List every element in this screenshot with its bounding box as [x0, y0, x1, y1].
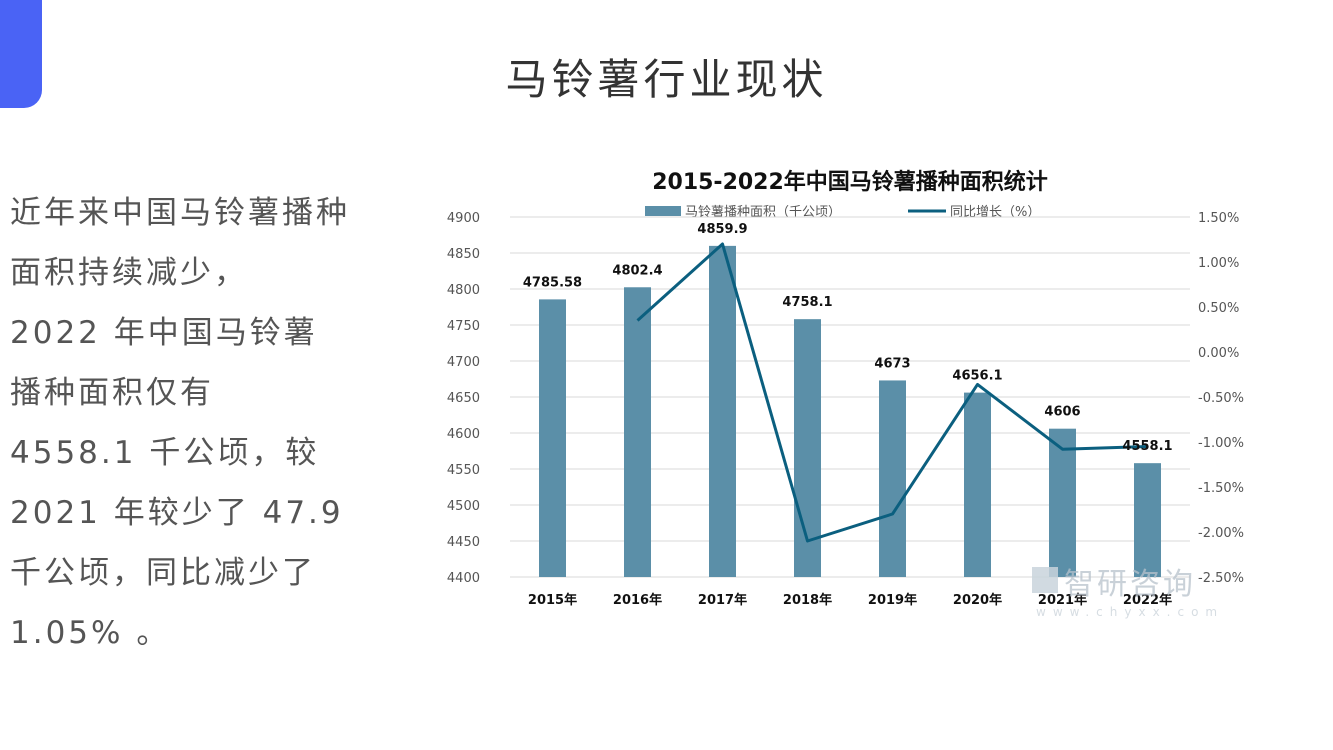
- y-right-tick-label: -1.00%: [1198, 436, 1244, 451]
- x-tick-label: 2019年: [868, 592, 917, 608]
- bar: [879, 380, 906, 577]
- summary-text: 近年来中国马铃薯播种面积持续减少， 2022 年中国马铃薯播种面积仅有 4558…: [10, 195, 350, 651]
- y-left-tick-label: 4450: [447, 535, 480, 550]
- x-tick-label: 2022年: [1123, 592, 1172, 608]
- y-left-tick-label: 4500: [447, 499, 480, 514]
- chart-container: 2015-2022年中国马铃薯播种面积统计 马铃薯播种面积（千公顷） 同比增长（…: [440, 160, 1260, 620]
- y-left-tick-label: 4650: [447, 391, 480, 406]
- watermark-logo-icon: [1032, 567, 1058, 593]
- y-right-tick-label: -2.50%: [1198, 571, 1244, 586]
- y-right-tick-label: 1.00%: [1198, 256, 1239, 271]
- watermark: 智研咨询 www.chyxx.com: [1032, 567, 1224, 619]
- bar-data-label: 4802.4: [612, 263, 662, 278]
- y-right-tick-label: 0.00%: [1198, 346, 1239, 361]
- x-tick-label: 2018年: [783, 592, 832, 608]
- bar: [964, 392, 991, 577]
- y-right-tick-label: -1.50%: [1198, 481, 1244, 496]
- bar-data-label: 4656.1: [952, 369, 1002, 384]
- bar: [624, 287, 651, 577]
- watermark-brand: 智研咨询: [1064, 567, 1196, 602]
- x-tick-label: 2021年: [1038, 592, 1087, 608]
- bar-data-label: 4785.58: [523, 275, 582, 290]
- x-tick-label: 2017年: [698, 592, 747, 608]
- growth-line: [636, 242, 1148, 543]
- y-right-tick-label: -0.50%: [1198, 391, 1244, 406]
- bar: [539, 299, 566, 577]
- y-left-tick-label: 4400: [447, 571, 480, 586]
- y-left-tick-label: 4850: [447, 247, 480, 262]
- chart-svg: 2015-2022年中国马铃薯播种面积统计 马铃薯播种面积（千公顷） 同比增长（…: [447, 169, 1244, 619]
- y-left-tick-label: 4750: [447, 319, 480, 334]
- chart-title: 2015-2022年中国马铃薯播种面积统计: [652, 169, 1048, 195]
- bar: [709, 245, 736, 577]
- y-left-tick-label: 4600: [447, 427, 480, 442]
- legend: 马铃薯播种面积（千公顷） 同比增长（%）: [645, 205, 1040, 220]
- x-tick-label: 2016年: [613, 592, 662, 608]
- bar-data-label: 4606: [1044, 405, 1080, 420]
- y-left-tick-label: 4800: [447, 283, 480, 298]
- y-right-tick-label: 1.50%: [1198, 211, 1239, 226]
- y-left-tick-label: 4550: [447, 463, 480, 478]
- bar-data-label: 4558.1: [1122, 439, 1172, 454]
- legend-bar-swatch: [645, 206, 681, 216]
- watermark-url: www.chyxx.com: [1036, 605, 1224, 619]
- bar-data-label: 4758.1: [782, 295, 832, 310]
- corner-accent: [0, 0, 42, 108]
- x-tick-label: 2015年: [528, 592, 577, 608]
- legend-line-label: 同比增长（%）: [950, 205, 1040, 220]
- legend-bar-label: 马铃薯播种面积（千公顷）: [685, 205, 841, 220]
- bar-data-label: 4673: [874, 356, 910, 371]
- x-tick-label: 2020年: [953, 592, 1002, 608]
- y-right-tick-label: 0.50%: [1198, 301, 1239, 316]
- y-left-tick-label: 4900: [447, 211, 480, 226]
- y-left-tick-label: 4700: [447, 355, 480, 370]
- y-right-tick-label: -2.00%: [1198, 526, 1244, 541]
- page-title: 马铃薯行业现状: [505, 55, 828, 104]
- bar-data-label: 4859.9: [697, 222, 747, 237]
- bar: [1134, 463, 1161, 577]
- bar: [794, 319, 821, 577]
- bar: [1049, 428, 1076, 577]
